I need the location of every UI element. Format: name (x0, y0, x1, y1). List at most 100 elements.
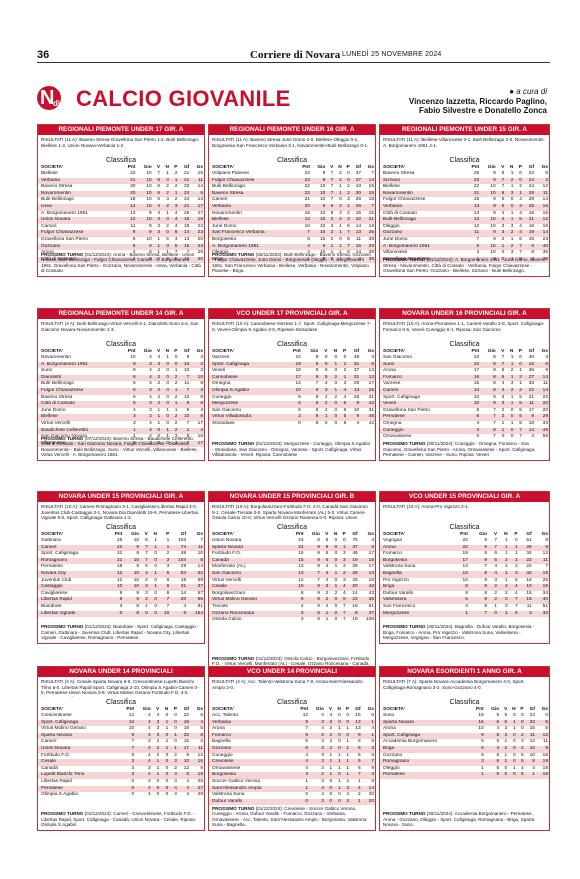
stat-cell: 0 (106, 610, 124, 618)
stat-cell: 5 (484, 732, 501, 740)
stat-cell: 13 (450, 570, 469, 578)
stat-cell: 15 (183, 739, 190, 745)
stat-cell: 3 (343, 551, 346, 557)
column-header: SOCIETA' (212, 349, 235, 354)
classifica-heading: Classifica (449, 341, 480, 348)
stat-cell: 12 (106, 570, 124, 578)
table-row: Bulè Bellinzago 18 10 5 3 2 24 14 (38, 197, 204, 204)
stat-cell: 1 (333, 785, 342, 793)
stat-cell: 10 (123, 557, 141, 565)
table-row: Virtus Vercelli 3 4 1 0 2 7 17 (38, 421, 204, 428)
stat-cell: 0 (334, 603, 338, 609)
stat-cell: 3 (309, 719, 325, 727)
stat-cell: 6 (132, 394, 136, 400)
stat-cell: 3 (510, 250, 514, 256)
next-round: PROSSIMO TURNO (30/11/2024): Bagnella - … (383, 624, 546, 641)
stat-cell: 1 (334, 564, 338, 570)
stat-cell: 7 (493, 407, 496, 413)
standings-box: REGIONALI PIEMONTE UNDER 17 GIR. A RISULT… (37, 124, 205, 277)
stat-cell: 14 (361, 785, 375, 793)
stat-cell: 3 (501, 223, 505, 229)
stat-cell: 0 (504, 603, 508, 609)
team-name: Acc. Talento (212, 713, 239, 718)
stat-cell: 5 (496, 203, 506, 211)
stat-cell: 10 (462, 577, 468, 583)
team-name: Fortitudo F.O. (41, 752, 71, 758)
table-row: Briga 8 8 2 2 4 10 19 (380, 584, 549, 591)
stat-cell: 1 (165, 739, 169, 745)
stat-cell: 11 (535, 190, 549, 198)
credits-names: Fabio Silvestre e Donatello Zonca (418, 106, 547, 115)
box-title: REGIONALI PIEMONTE UNDER 17 GIR. A (38, 125, 204, 135)
stat-cell: 3 (321, 739, 324, 745)
stat-cell: 74 (170, 544, 188, 552)
stat-cell: 15 (529, 726, 535, 732)
table-row: Cuneggo 8 8 2 2 4 26 31 (209, 395, 375, 402)
stat-cell: 8 (187, 557, 204, 565)
stat-cell: 2 (170, 427, 179, 435)
table-row: Accademia Borgomanero 6 5 2 0 3 12 11 (380, 739, 549, 746)
stat-cell: 13 (473, 210, 480, 216)
stat-cell: 1 (505, 374, 515, 382)
stat-cell: 4 (174, 792, 177, 798)
stat-cell: 48 (360, 414, 375, 421)
stat-cell: 1 (166, 250, 169, 256)
stat-cell: 3 (469, 759, 485, 766)
table-row: Cameri 11 9 3 2 4 15 22 (38, 224, 204, 231)
column-header: Gf (529, 707, 535, 712)
results-text: RISULTATI (11 A): Baveno Stresa-Gravello… (41, 137, 200, 148)
box-title: NOVARA ESORDIENTI 1 ANNO GIR. A (380, 667, 549, 677)
stat-cell: 4 (321, 713, 324, 718)
stat-cell: 3 (157, 355, 161, 360)
column-header: V (156, 707, 160, 712)
stat-cell: 0 (338, 792, 341, 798)
stat-cell: 6 (350, 745, 362, 753)
stat-cell: 1 (157, 420, 161, 426)
stat-cell: 4 (514, 203, 523, 211)
next-round-text: (01/12/2024): A. Borgomanero 1961 - June… (383, 257, 546, 274)
team-name: Città di Cossato (383, 210, 417, 216)
stat-cell: 4 (177, 785, 191, 793)
table-row: Biellese 3 3 1 0 2 10 8 (38, 414, 204, 421)
stat-cell: 1 (148, 570, 158, 578)
stat-cell: 7 (519, 250, 522, 256)
table-row: Verbania 21 10 6 3 1 21 11 (38, 177, 204, 185)
next-round-text: (30/11/2024): Accademia Borgomanero - Pe… (383, 811, 535, 828)
stat-cell: 2 (156, 752, 160, 758)
next-round: PROSSIMO TURNO (30/11/2024): Cuneggio - … (383, 441, 546, 458)
stat-cell: 29 (362, 243, 375, 251)
stat-cell: 22 (106, 544, 124, 552)
stat-cell: 15 (542, 210, 548, 216)
stat-cell: 9 (480, 203, 497, 211)
stat-cell: 3 (293, 772, 310, 779)
stat-cell: 6 (152, 177, 162, 185)
stat-cell: 2 (504, 739, 508, 745)
table-row: Varzese 24 8 8 0 0 48 3 (209, 355, 375, 362)
stat-cell: 51 (368, 603, 374, 609)
stat-cell: 42 (522, 361, 536, 369)
stat-cell: 3 (147, 778, 151, 784)
stat-cell: 5 (157, 197, 161, 203)
standings-box: REGIONALI PIEMONTE UNDER 16 GIR. A RISULT… (208, 124, 376, 277)
stat-cell: 4 (135, 719, 152, 727)
stat-cell: 19 (368, 223, 374, 229)
stat-cell: 4 (149, 420, 152, 426)
page-header: 36 Corriere di Novara LUNEDÌ 25 NOVEMBRE… (37, 49, 550, 63)
stat-cell: 37 (358, 610, 375, 618)
stat-cell: 13 (288, 570, 305, 578)
stat-cell: 4 (496, 387, 506, 395)
results-text: RISULTATI (10 A): Borgolavezzaro-Fortitu… (212, 504, 368, 522)
stat-cell: 2 (488, 597, 499, 604)
column-header: SOCIETA' (41, 165, 64, 170)
stat-cell: 22 (464, 361, 481, 369)
table-row: Cameri 7 3 2 1 0 15 2 (38, 739, 204, 746)
stat-cell: 2 (347, 184, 350, 190)
team-name: Virtus Villadossola (209, 414, 285, 421)
stat-cell: 4 (371, 726, 374, 732)
stat-cell: 1 (169, 732, 178, 740)
stat-cell: 1 (154, 538, 157, 543)
stat-cell: 2 (152, 374, 162, 382)
stat-cell: 2 (342, 190, 351, 198)
next-round-text: (01/12/2024): Cameri - Crescentinese, Fo… (41, 811, 196, 828)
stat-cell: 8 (468, 584, 489, 591)
